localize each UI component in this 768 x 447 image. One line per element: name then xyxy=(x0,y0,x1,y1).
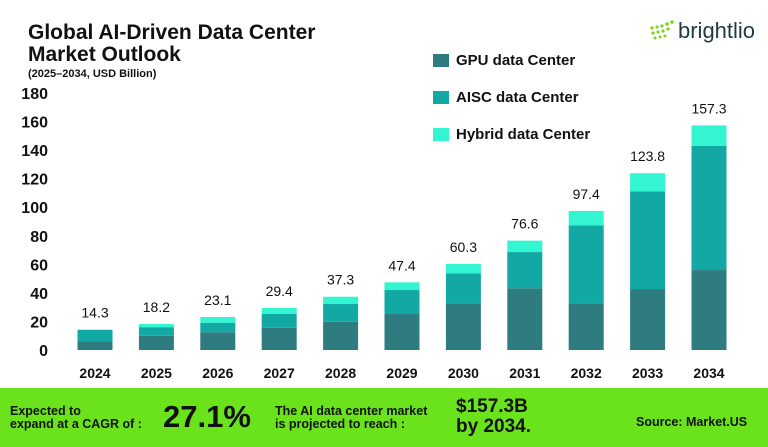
legend: GPU data Center AISC data Center Hybrid … xyxy=(433,42,590,153)
cagr-value: 27.1% xyxy=(163,399,251,434)
bar-segment-gpu xyxy=(384,314,420,350)
reach-label-line: is projected to reach : xyxy=(275,417,405,431)
y-tick-label: 60 xyxy=(30,257,48,274)
y-tick-label: 160 xyxy=(21,115,48,132)
bar-segment-aisc xyxy=(445,273,481,304)
y-tick-label: 0 xyxy=(39,343,48,360)
legend-swatch-gpu xyxy=(433,54,449,67)
legend-label: GPU data Center xyxy=(456,52,576,69)
bar-total-label: 76.6 xyxy=(511,216,538,232)
bar-total-label: 123.8 xyxy=(630,148,665,164)
y-tick-label: 120 xyxy=(21,172,48,189)
bar-total-label: 23.1 xyxy=(204,292,231,308)
x-tick-label: 2029 xyxy=(386,365,417,381)
bar-segment-hybrid xyxy=(323,296,359,305)
bar-segment-gpu xyxy=(568,303,604,350)
bar-segment-gpu xyxy=(77,341,113,350)
bar-segment-gpu xyxy=(261,327,297,350)
legend-item-aisc: AISC data Center xyxy=(433,79,590,116)
bar-segment-aisc xyxy=(323,304,359,322)
legend-item-gpu: GPU data Center xyxy=(433,42,590,79)
cagr-label: Expected to expand at a CAGR of : xyxy=(10,405,142,431)
bar-segment-hybrid xyxy=(445,263,481,274)
logo-text: brightlio xyxy=(678,18,756,43)
bar-total-label: 157.3 xyxy=(691,100,726,116)
bar-segment-hybrid xyxy=(138,324,174,328)
bar-segment-gpu xyxy=(323,321,359,350)
bar-segment-aisc xyxy=(568,225,604,304)
y-tick-label: 180 xyxy=(21,86,48,103)
bar-segment-gpu xyxy=(507,288,543,350)
x-tick-label: 2031 xyxy=(509,365,540,381)
reach-value-line: by 2034. xyxy=(456,416,531,437)
bar-segment-aisc xyxy=(138,327,174,336)
chart-subtitle: (2025–2034, USD Billion) xyxy=(28,68,157,80)
y-tick-label: 20 xyxy=(30,314,48,331)
x-tick-label: 2027 xyxy=(264,365,295,381)
x-tick-label: 2030 xyxy=(448,365,479,381)
x-tick-label: 2032 xyxy=(571,365,602,381)
legend-item-hybrid: Hybrid data Center xyxy=(433,116,590,153)
x-tick-label: 2028 xyxy=(325,365,356,381)
reach-value-line: $157.3B xyxy=(456,396,528,417)
bar-segment-aisc xyxy=(261,313,297,328)
cagr-label-line: expand at a CAGR of : xyxy=(10,417,142,431)
bar-total-label: 97.4 xyxy=(573,186,600,202)
y-tick-label: 40 xyxy=(30,286,48,303)
bar-segment-hybrid xyxy=(200,317,236,323)
bar-segment-aisc xyxy=(691,145,727,271)
logo-dots-icon xyxy=(650,20,674,40)
reach-value: $157.3B by 2034. xyxy=(456,397,531,437)
footer-band: Expected to expand at a CAGR of : 27.1% … xyxy=(0,388,768,447)
bar-segment-gpu xyxy=(138,335,174,350)
bar-total-label: 60.3 xyxy=(450,239,477,255)
cagr-label-line: Expected to xyxy=(10,404,81,418)
y-tick-label: 140 xyxy=(21,143,48,160)
bar-segment-hybrid xyxy=(507,240,543,253)
bar-segment-hybrid xyxy=(630,173,666,192)
brand-logo: brightlio xyxy=(648,18,755,44)
stacked-bar-chart: 0 20 40 60 80 100 120 140 160 180 14.3 2024 18.2 2025… xyxy=(21,86,727,381)
bar-total-label: 37.3 xyxy=(327,272,354,288)
bar-total-label: 47.4 xyxy=(388,257,415,273)
bar-segment-aisc xyxy=(200,322,236,333)
bar-total-label: 18.2 xyxy=(143,299,170,315)
bar-total-label: 14.3 xyxy=(81,305,108,321)
x-tick-label: 2024 xyxy=(79,365,110,381)
y-tick-label: 100 xyxy=(21,200,48,217)
x-tick-label: 2033 xyxy=(632,365,663,381)
bar-total-label: 29.4 xyxy=(266,283,293,299)
bar-segment-gpu xyxy=(200,332,236,350)
bar-segment-aisc xyxy=(507,252,543,289)
x-tick-label: 2034 xyxy=(693,365,724,381)
bar-segment-hybrid xyxy=(384,282,420,291)
bar-segment-gpu xyxy=(691,270,727,350)
bar-segment-hybrid xyxy=(691,125,727,146)
legend-swatch-aisc xyxy=(433,91,449,104)
reach-label-line: The AI data center market xyxy=(275,404,428,418)
x-tick-label: 2026 xyxy=(202,365,233,381)
bar-segment-aisc xyxy=(630,191,666,290)
bar-segment-gpu xyxy=(445,303,481,350)
legend-swatch-hybrid xyxy=(433,128,449,141)
bar-segment-hybrid xyxy=(568,210,604,226)
reach-label: The AI data center market is projected t… xyxy=(275,405,427,431)
source-text: Source: Market.US xyxy=(636,415,748,429)
y-tick-label: 80 xyxy=(30,229,48,246)
bar-segment-aisc xyxy=(384,290,420,315)
x-tick-label: 2025 xyxy=(141,365,172,381)
chart-title: Global AI-Driven Data Center Market Outl… xyxy=(28,21,316,66)
bar-segment-gpu xyxy=(630,289,666,350)
legend-label: Hybrid data Center xyxy=(456,126,591,143)
bar-segment-aisc xyxy=(77,330,113,342)
bar-segment-hybrid xyxy=(261,308,297,314)
legend-label: AISC data Center xyxy=(456,89,579,106)
